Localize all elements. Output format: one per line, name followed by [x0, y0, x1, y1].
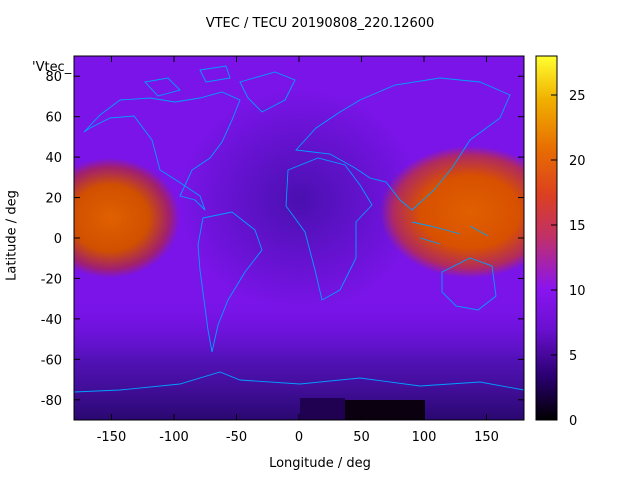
greenland-coast	[239, 71, 296, 113]
x-tick-label: -50	[226, 430, 247, 445]
y-tick-label: 0	[54, 232, 62, 247]
y-axis-ticks: -80 -60 -40 -20 0 20 40 60 80	[41, 70, 524, 409]
colorbar-ticks: 0 5 10 15 20 25	[551, 89, 586, 429]
y-tick-label: 80	[45, 70, 62, 85]
colorbar-tick-label: 25	[569, 89, 586, 104]
y-tick-label: -20	[41, 272, 62, 287]
coastlines	[74, 65, 524, 393]
colorbar-border	[535, 55, 558, 421]
arctic-islands	[144, 65, 231, 97]
africa-coast	[285, 157, 373, 301]
north-america-coast	[83, 91, 241, 211]
indonesia-islands	[411, 221, 489, 245]
colorbar-tick-label: 10	[569, 284, 586, 299]
colorbar	[536, 56, 557, 420]
heatmap-field	[74, 56, 524, 420]
x-tick-label: 150	[474, 430, 499, 445]
x-tick-label: 50	[353, 430, 370, 445]
colorbar-tick-label: 15	[569, 219, 586, 234]
chart-title: VTEC / TECU 20190808_220.12600	[205, 16, 435, 31]
x-tick-label: 0	[295, 430, 303, 445]
antarctica-coast	[74, 371, 524, 393]
x-axis-label: Longitude / deg	[269, 456, 371, 471]
colorbar-tick-label: 5	[569, 349, 577, 364]
y-tick-label: 20	[45, 192, 62, 207]
colorbar-tick-label: 20	[569, 154, 586, 169]
y-tick-label: 60	[45, 111, 62, 126]
australia-coast	[441, 257, 497, 311]
eurasia-coast	[295, 77, 511, 211]
south-america-coast	[197, 211, 263, 353]
y-tick-label: -40	[41, 313, 62, 328]
x-tick-label: 100	[412, 430, 437, 445]
colorbar-tick-label: 0	[569, 414, 577, 429]
y-tick-label: -80	[41, 394, 62, 409]
legend-key: 'Vtec_	[32, 60, 72, 75]
y-tick-label: 40	[45, 151, 62, 166]
x-tick-label: -100	[159, 430, 189, 445]
x-tick-label: -150	[97, 430, 127, 445]
y-tick-label: -60	[41, 353, 62, 368]
x-axis-ticks: -150 -100 -50 0 50 100 150	[97, 56, 499, 445]
